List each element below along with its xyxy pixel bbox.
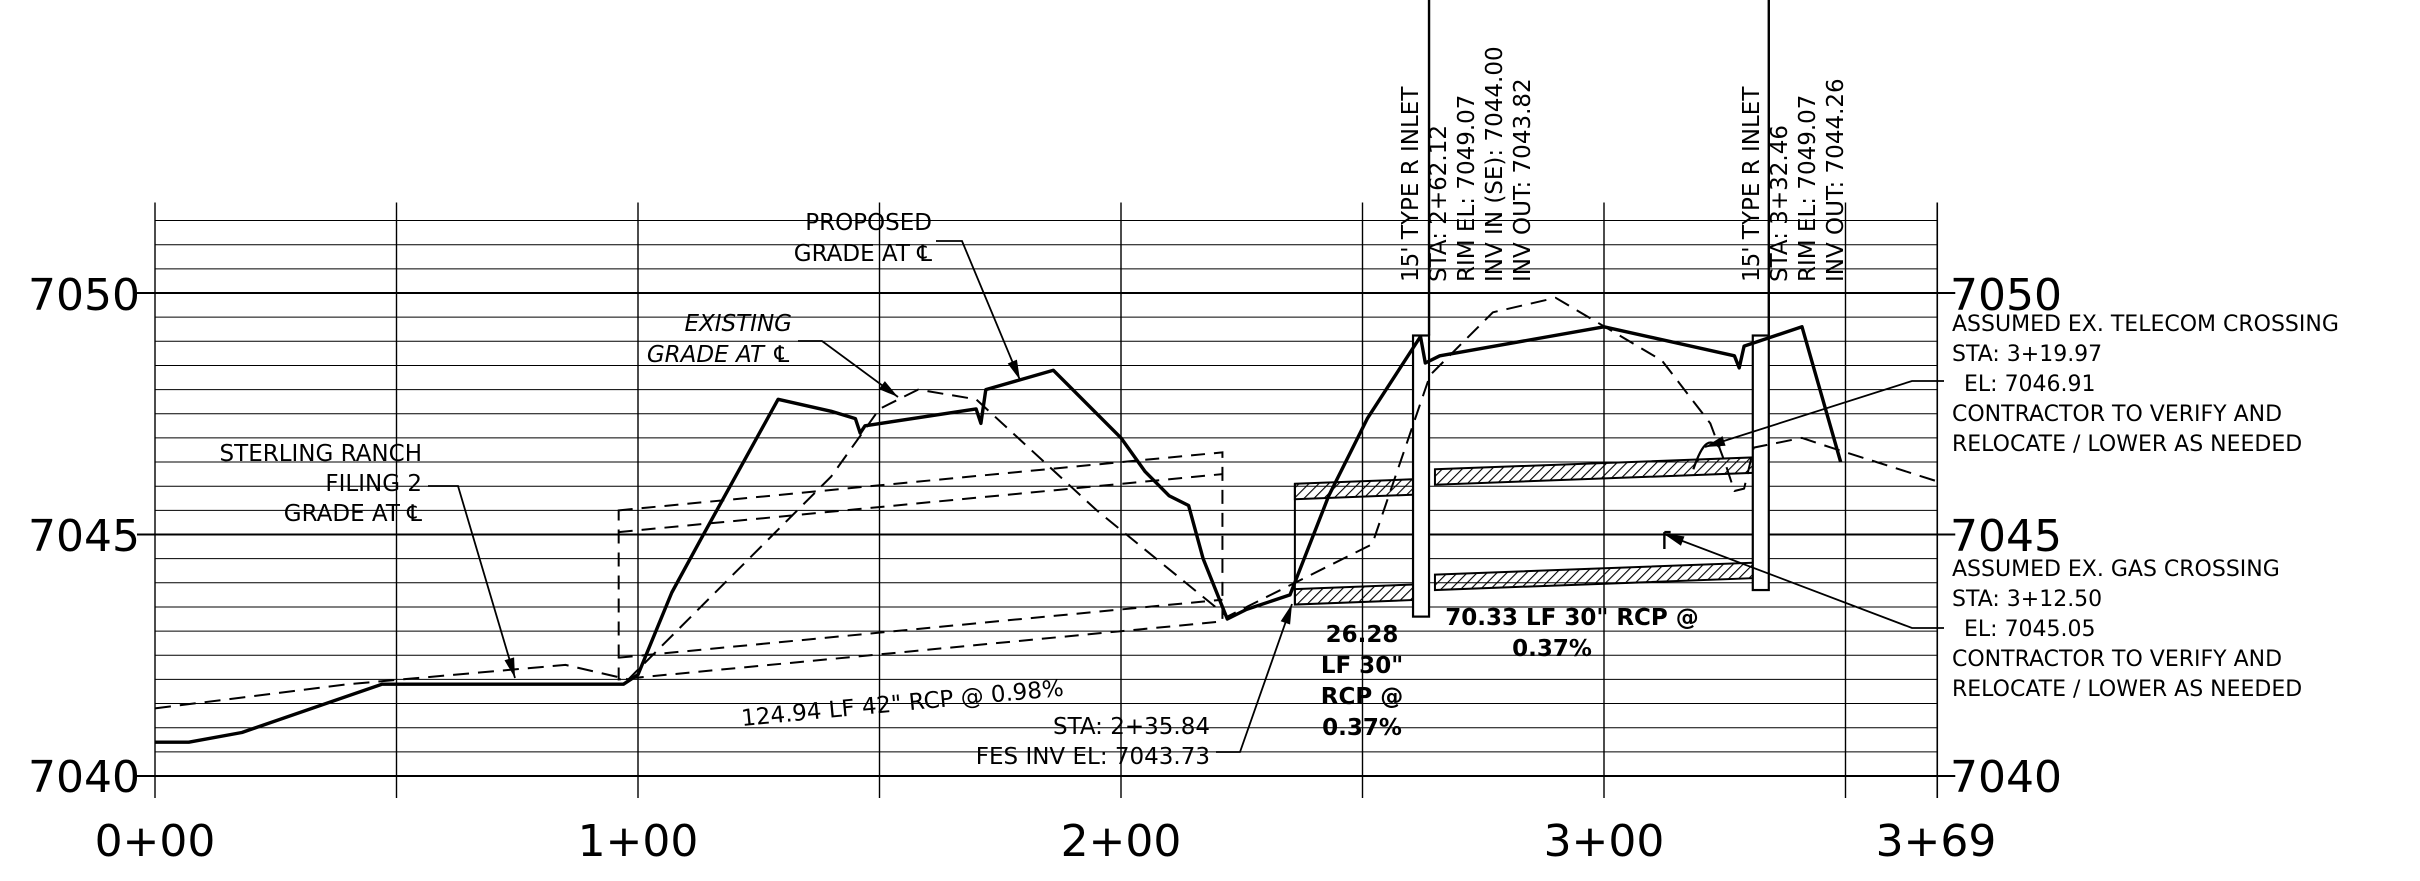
existing-note: GRADE AT ℄ xyxy=(647,342,792,368)
y-tick-label: 7040 xyxy=(1950,752,2062,803)
gas-note: ASSUMED EX. GAS CROSSING xyxy=(1952,557,2280,582)
grade-lines xyxy=(154,296,1938,744)
existing-leader xyxy=(798,340,899,398)
x-tick-label: 1+00 xyxy=(578,816,699,867)
inlet-label: INV IN (SE): 7044.00 xyxy=(1482,46,1508,282)
leaders xyxy=(428,240,1944,753)
proposed-leader xyxy=(936,240,1021,381)
telecom-note: ASSUMED EX. TELECOM CROSSING xyxy=(1952,312,2339,337)
proposed-grade-line xyxy=(155,325,1843,744)
pipe-wall-bottom xyxy=(1433,561,1760,592)
leader-arrowhead xyxy=(1280,604,1292,625)
y-tick-label: 7050 xyxy=(1950,270,2062,321)
inlet-label: INV OUT: 7043.82 xyxy=(1510,78,1536,282)
inlet-label: STA: 2+62.12 xyxy=(1426,125,1452,282)
y-tick-label: 7050 xyxy=(28,270,140,321)
gas-note: RELOCATE / LOWER AS NEEDED xyxy=(1952,677,2302,702)
inlet-box xyxy=(1751,334,1770,592)
pipe-label: 124.94 LF 42" RCP @ 0.98% xyxy=(740,676,1065,732)
telecom-note: STA: 3+19.97 xyxy=(1952,342,2102,367)
inlet-label: RIM EL: 7049.07 xyxy=(1454,95,1480,282)
y-tick-label: 7045 xyxy=(1950,511,2062,562)
gas-note: STA: 3+12.50 xyxy=(1952,587,2102,612)
fes-note: FES INV EL: 7043.73 xyxy=(976,744,1210,770)
gas-leader xyxy=(1663,533,1944,629)
pipe-label: 0.37% xyxy=(1512,636,1592,662)
leader-arrowhead xyxy=(1705,436,1726,447)
pipe-42-rcp xyxy=(617,451,1224,681)
gas-note: CONTRACTOR TO VERIFY AND xyxy=(1952,647,2282,672)
grid xyxy=(154,202,1939,798)
pipe-wall-top xyxy=(1293,477,1422,501)
pipes xyxy=(617,451,1760,681)
inlet-box xyxy=(1411,334,1431,618)
inlet-label: STA: 3+32.46 xyxy=(1767,125,1793,282)
inlet-label: 15' TYPE R INLET xyxy=(1739,86,1765,282)
existing-note: EXISTING xyxy=(684,311,792,337)
inlet-label: RIM EL: 7049.07 xyxy=(1795,95,1821,282)
x-tick-label: 3+69 xyxy=(1876,816,1997,867)
proposed-note: GRADE AT ℄ xyxy=(794,241,932,267)
y-tick-label: 7045 xyxy=(28,511,140,562)
pipe-label: 70.33 LF 30" RCP @ xyxy=(1445,605,1699,631)
telecom-note: CONTRACTOR TO VERIFY AND xyxy=(1952,402,2282,427)
sterling-note: STERLING RANCH xyxy=(220,441,422,467)
fes-note: STA: 2+35.84 xyxy=(1053,714,1210,740)
fes-leader xyxy=(1216,603,1293,753)
pipe-label: RCP @ xyxy=(1321,684,1403,710)
y-tick-label: 7040 xyxy=(28,752,140,803)
leader-arrowhead xyxy=(1664,534,1685,546)
pipe-label: 26.28 xyxy=(1326,622,1399,648)
sterling-leader xyxy=(428,485,516,679)
leader-arrowhead xyxy=(1007,359,1020,380)
x-tick-label: 0+00 xyxy=(95,816,216,867)
pipe-wall-bottom xyxy=(1293,583,1422,606)
pipe-wall xyxy=(618,598,1223,659)
pipe-label: LF 30" xyxy=(1321,653,1403,679)
sterling-note: GRADE AT ℄ xyxy=(284,501,422,527)
leader-arrowhead xyxy=(504,657,515,678)
sterling-note: FILING 2 xyxy=(325,471,422,497)
inlet-label: 15' TYPE R INLET xyxy=(1398,86,1424,282)
axis-ticks xyxy=(137,292,1956,777)
pipe-wall-top xyxy=(1433,456,1760,486)
inlet-label: INV OUT: 7044.26 xyxy=(1823,78,1849,282)
leader-arrowhead xyxy=(878,381,898,397)
telecom-note: RELOCATE / LOWER AS NEEDED xyxy=(1952,432,2302,457)
telecom-leader xyxy=(1704,380,1944,448)
pipe-wall xyxy=(618,473,1223,534)
x-tick-label: 3+00 xyxy=(1544,816,1665,867)
inlet-structures xyxy=(1411,0,1770,618)
pipe-label: 0.37% xyxy=(1322,715,1402,741)
existing-grade-line xyxy=(154,296,1938,710)
telecom-note: EL: 7046.91 xyxy=(1964,372,2096,397)
proposed-note: PROPOSED xyxy=(805,210,932,236)
x-tick-label: 2+00 xyxy=(1061,816,1182,867)
gas-note: EL: 7045.05 xyxy=(1964,617,2096,642)
